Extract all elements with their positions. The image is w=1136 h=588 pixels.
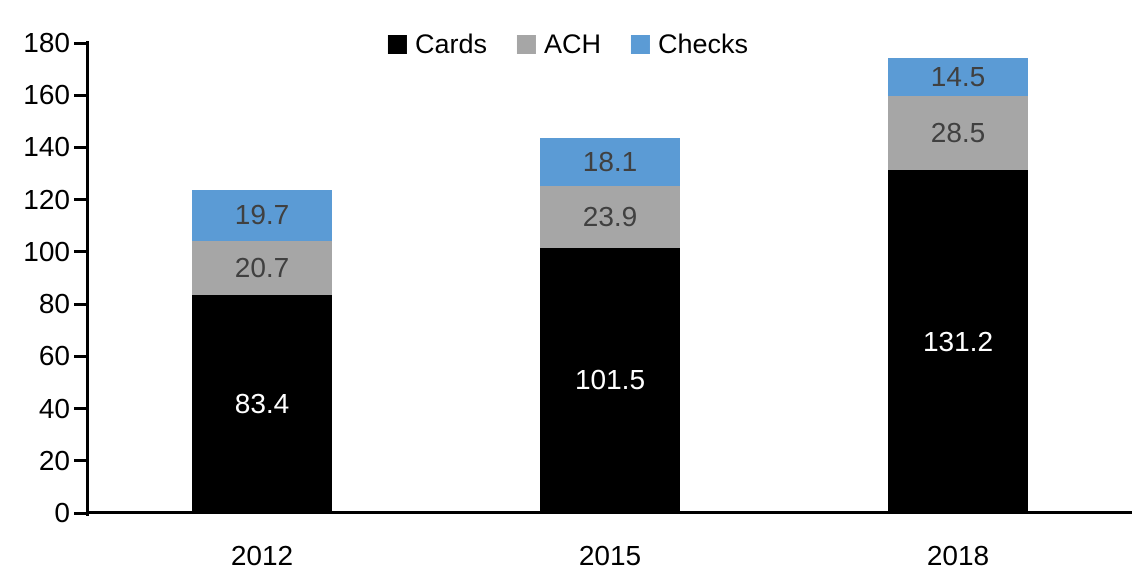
legend-item-ach: ACH — [516, 29, 602, 59]
y-axis-tick — [74, 198, 86, 202]
y-axis-tick — [74, 250, 86, 254]
x-axis-label: 2012 — [230, 540, 294, 571]
bar-segment-cards: 101.5 — [540, 247, 680, 513]
bar-value-label: 20.7 — [234, 252, 290, 284]
legend-label: ACH — [543, 29, 602, 59]
y-axis-tick — [74, 145, 86, 149]
bar-value-label: 28.5 — [930, 117, 986, 149]
bar-segment-ach: 20.7 — [192, 241, 332, 296]
bar-value-label: 101.5 — [574, 364, 646, 396]
y-axis-tick — [74, 459, 86, 463]
bar-value-label: 19.7 — [234, 199, 290, 231]
y-axis-tick — [74, 41, 86, 45]
bar-value-label: 23.9 — [582, 200, 638, 232]
bar-value-label: 14.5 — [930, 61, 986, 93]
bar-segment-checks: 18.1 — [540, 138, 680, 186]
bar-segment-cards: 131.2 — [888, 170, 1028, 513]
legend-item-cards: Cards — [387, 29, 487, 59]
legend-swatch-icon — [631, 35, 651, 54]
y-axis-tick — [74, 354, 86, 358]
plot-area: 19.7 20.7 83.4 18.1 23.9 101.5 14.5 28.5 131.2 — [88, 43, 1129, 513]
y-tick-label: 60 — [38, 340, 70, 372]
legend-label: Cards — [414, 29, 487, 59]
bar-segment-cards: 83.4 — [192, 295, 332, 513]
bar-segment-ach: 23.9 — [540, 185, 680, 248]
bar-value-label: 131.2 — [922, 325, 994, 357]
bar-segment-checks: 14.5 — [888, 58, 1028, 97]
legend-swatch-icon — [516, 35, 536, 54]
y-tick-label: 180 — [23, 27, 70, 58]
x-axis-label: 2018 — [926, 540, 990, 571]
y-tick-label: 0 — [54, 497, 70, 528]
x-axis-label: 2015 — [578, 540, 642, 571]
chart-legend: Cards ACH Checks — [387, 29, 748, 59]
bar-2012: 19.7 20.7 83.4 — [192, 189, 332, 513]
bar-2018: 14.5 28.5 131.2 — [888, 58, 1028, 513]
y-axis-tick — [74, 93, 86, 97]
y-axis-tick — [74, 302, 86, 306]
legend-label: Checks — [658, 29, 749, 59]
y-tick-label: 100 — [23, 235, 70, 267]
legend-swatch-icon — [387, 35, 407, 54]
y-tick-label: 140 — [23, 131, 70, 163]
bar-value-label: 18.1 — [582, 145, 638, 177]
y-axis-tick — [74, 511, 86, 515]
bar-segment-ach: 28.5 — [888, 96, 1028, 171]
y-tick-label: 80 — [38, 288, 70, 320]
y-axis-line — [86, 41, 89, 516]
y-tick-label: 40 — [38, 392, 70, 424]
y-tick-label: 160 — [23, 79, 70, 111]
legend-item-checks: Checks — [631, 31, 748, 58]
bar-segment-checks: 19.7 — [192, 189, 332, 242]
y-axis-tick — [74, 407, 86, 411]
bar-value-label: 83.4 — [234, 388, 290, 420]
bar-2015: 18.1 23.9 101.5 — [540, 138, 680, 513]
y-tick-label: 20 — [38, 444, 70, 476]
y-tick-label: 120 — [23, 183, 70, 215]
